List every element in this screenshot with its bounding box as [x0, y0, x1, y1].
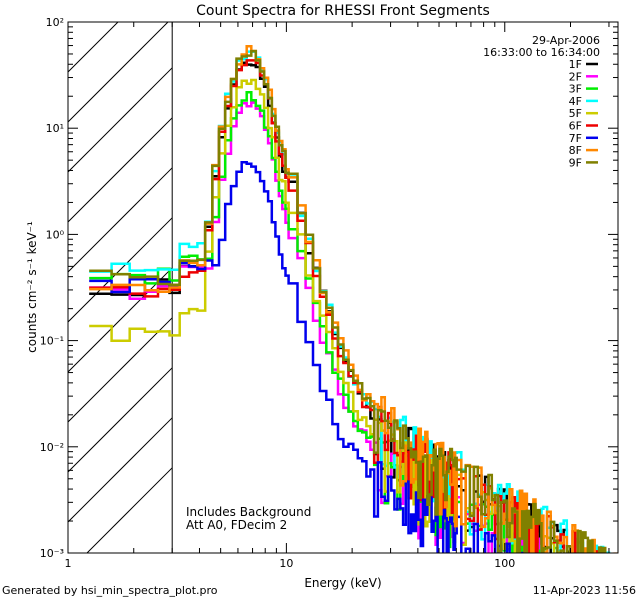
- series-1F: [89, 61, 571, 553]
- legend-label-1F: 1F: [569, 58, 582, 71]
- footer-timestamp: 11-Apr-2023 11:56: [533, 584, 636, 597]
- y-tick-label: 10¹: [46, 122, 64, 135]
- annotation-attenuator: Att A0, FDecim 2: [186, 518, 287, 532]
- series-3F: [89, 91, 559, 553]
- y-tick-label: 10⁻³: [40, 547, 64, 560]
- series-5F: [89, 78, 577, 553]
- hatch-line: [68, 22, 69, 23]
- y-tick-label: 10⁻¹: [40, 335, 64, 348]
- legend-label-4F: 4F: [569, 95, 582, 108]
- hatch-line: [68, 67, 173, 173]
- hatch-line: [68, 167, 173, 273]
- series-7F: [89, 160, 526, 553]
- series-6F: [89, 59, 599, 553]
- x-axis-label: Energy (keV): [304, 576, 381, 590]
- legend-time-range: 16:33:00 to 16:34:00: [483, 46, 600, 59]
- plot-frame: [67, 21, 619, 554]
- y-tick-label: 10²: [46, 16, 64, 29]
- legend-label-5F: 5F: [569, 107, 582, 120]
- x-tick-label: 100: [494, 557, 515, 570]
- y-tick-label: 10⁰: [46, 228, 65, 241]
- series-4F: [89, 50, 611, 553]
- x-tick-label: 10: [279, 557, 293, 570]
- legend-label-6F: 6F: [569, 120, 582, 133]
- legend-label-7F: 7F: [569, 132, 582, 145]
- hatch-line: [68, 217, 173, 323]
- hatch-line: [68, 22, 169, 123]
- series-8F: [89, 44, 618, 553]
- hatch-line: [68, 267, 173, 373]
- hatch-line: [86, 467, 173, 553]
- chart-title: Count Spectra for RHESSI Front Segments: [196, 3, 490, 19]
- x-tick-label: 1: [65, 557, 72, 570]
- hatch-line: [68, 117, 173, 223]
- series-9F: [89, 49, 607, 553]
- legend-label-3F: 3F: [569, 83, 582, 96]
- legend-label-8F: 8F: [569, 144, 582, 157]
- series-group: [89, 44, 618, 553]
- annotation-background: Includes Background: [186, 505, 311, 519]
- hatch-line: [68, 317, 173, 423]
- footer-generated: Generated by hsi_min_spectra_plot.pro: [2, 584, 218, 597]
- y-axis-label: counts cm⁻² s⁻¹ keV⁻¹: [25, 221, 39, 353]
- legend-date: 29-Apr-2006: [532, 34, 600, 47]
- hatch-line: [68, 417, 173, 523]
- hatched-region: [68, 22, 173, 553]
- y-tick-label: 10⁻²: [40, 441, 64, 454]
- axis-ticks: 1 10 100 10² 10¹ 10⁰ 10⁻¹ 10⁻² 10⁻³: [40, 16, 618, 570]
- hatch-line: [68, 22, 119, 73]
- hatch-line: [68, 367, 173, 473]
- legend-label-9F: 9F: [569, 156, 582, 169]
- legend-label-2F: 2F: [569, 70, 582, 83]
